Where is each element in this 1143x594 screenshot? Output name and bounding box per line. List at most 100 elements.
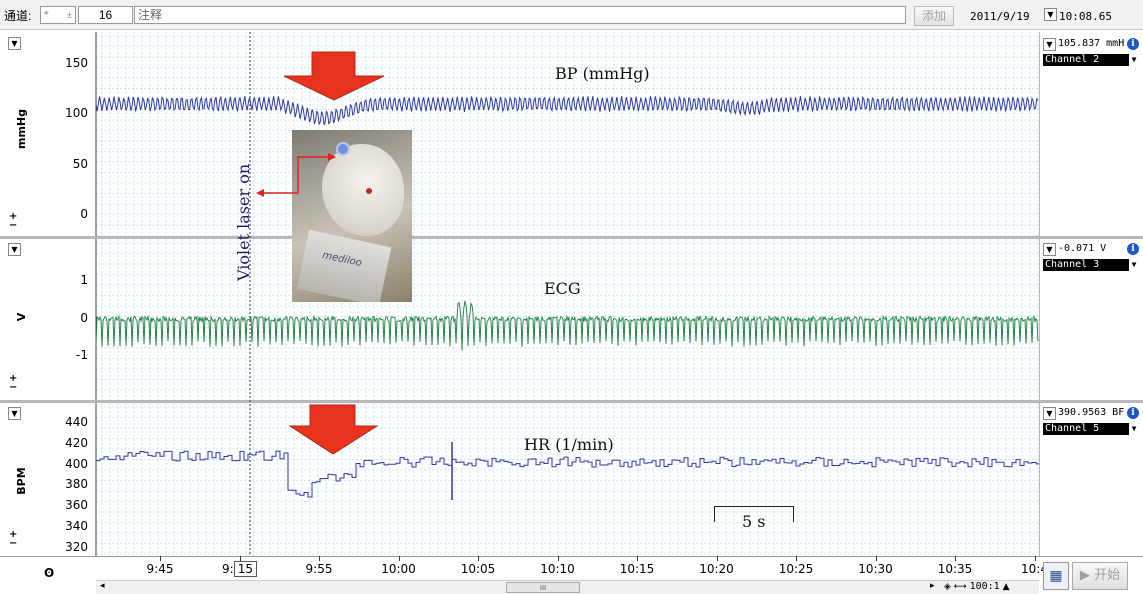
time-tick-mark xyxy=(398,556,400,561)
hr-menu-icon[interactable]: ▼ xyxy=(8,407,21,420)
channel-selector[interactable]: * ± xyxy=(40,6,76,24)
time-tick-label: 10:25 xyxy=(778,562,814,576)
hr-info-icon[interactable]: i xyxy=(1127,407,1139,419)
hr-readout-dropdown-icon[interactable]: ▼ xyxy=(1043,407,1056,420)
hr-tick: 340 xyxy=(65,519,88,533)
time-tick-label: 10:10 xyxy=(540,562,575,576)
time-tick-mark xyxy=(557,556,559,561)
spin-icon[interactable]: ± xyxy=(67,10,72,20)
bp-menu-icon[interactable]: ▼ xyxy=(8,37,21,50)
ecg-readout: -0.071 V xyxy=(1058,243,1107,254)
hr-channel-select[interactable]: Channel 5 ▼ xyxy=(1043,423,1139,435)
scroll-left-icon[interactable]: ◂ xyxy=(100,581,105,591)
hr-trace xyxy=(96,450,1040,498)
zoom-up-icon[interactable]: ▲ xyxy=(1002,582,1010,592)
time-dropdown-icon[interactable]: ▼ xyxy=(1044,8,1057,21)
play-icon: ▶ xyxy=(1079,568,1090,583)
axis-column xyxy=(0,32,96,578)
hr-channel-name: Channel 5 xyxy=(1045,423,1100,434)
plot-area[interactable] xyxy=(95,32,1040,556)
scale-bar xyxy=(714,506,794,522)
time-tick-mark xyxy=(319,556,320,561)
bp-tick: 0 xyxy=(80,207,88,221)
time-tick-mark xyxy=(955,556,956,561)
scale-bar-label: 5 s xyxy=(742,512,766,531)
ecg-readout-dropdown-icon[interactable]: ▼ xyxy=(1043,243,1056,256)
zoom-controls: ◈ ⟷ 100:1 ▲ xyxy=(944,581,1009,592)
add-button[interactable]: 添加 xyxy=(914,6,954,26)
bp-tick: 100 xyxy=(65,106,88,120)
ecg-info-icon[interactable]: i xyxy=(1127,243,1139,255)
bp-readout: 105.837 mmH xyxy=(1058,38,1124,49)
time-tick-mark xyxy=(637,556,638,561)
time-tick-label: 10:20 xyxy=(699,562,734,576)
arrow-down-icon xyxy=(288,404,379,455)
start-label: 开始 xyxy=(1094,568,1121,583)
bp-channel-select[interactable]: Channel 2 ▼ xyxy=(1043,54,1139,66)
time-tick-mark xyxy=(478,556,479,561)
ecg-tick: 0 xyxy=(80,311,88,325)
ecg-tick: -1 xyxy=(76,348,88,362)
channel-count-field[interactable]: 16 xyxy=(78,6,133,24)
time-tick-label: 9:45 xyxy=(146,562,174,576)
time-tick-mark xyxy=(160,556,161,561)
time-tick-label: 10:35 xyxy=(937,562,973,576)
panel-background xyxy=(96,403,1039,556)
bp-info-icon[interactable]: i xyxy=(1127,38,1139,50)
annotation-input[interactable]: 注释 xyxy=(134,6,906,24)
time-tick-mark xyxy=(1034,556,1036,561)
arrow-down-icon xyxy=(283,51,385,101)
pointer-line xyxy=(262,156,330,194)
ecg-menu-icon[interactable]: ▼ xyxy=(8,243,21,256)
time-tick-label: 10:15 xyxy=(619,562,655,576)
bp-trace-label: BP (mmHg) xyxy=(555,64,650,83)
panel-divider-1[interactable] xyxy=(0,236,1143,239)
hr-tick: 320 xyxy=(65,540,88,554)
laser-probe xyxy=(336,142,350,156)
ecg-zoom-icon[interactable]: + − xyxy=(9,373,18,393)
bp-trace xyxy=(95,95,1039,126)
ecg-tick: 1 xyxy=(80,273,88,287)
chevron-down-icon: ▼ xyxy=(1129,423,1139,435)
time-tick-label: 9: 15 xyxy=(218,561,262,577)
time-tick-mark xyxy=(239,556,241,561)
scroll-right-icon[interactable]: ▸ xyxy=(930,581,935,591)
panel-background xyxy=(96,32,1039,236)
time-tick-mark xyxy=(875,556,877,561)
rat-eye xyxy=(366,188,372,194)
ecg-trace-label: ECG xyxy=(544,279,581,298)
marker-icon[interactable]: ʘ xyxy=(44,566,55,580)
horizontal-scrollbar[interactable]: ◂ III ▸ xyxy=(96,580,1039,594)
scroll-thumb[interactable]: III xyxy=(506,582,580,593)
time-tick-mark xyxy=(796,556,797,561)
hr-zoom-icon[interactable]: + − xyxy=(9,529,18,549)
bp-tick: 150 xyxy=(65,56,88,70)
bp-zoom-icon[interactable]: + − xyxy=(9,211,18,231)
hr-tick: 360 xyxy=(65,498,88,512)
hr-tick: 420 xyxy=(65,436,88,450)
ecg-channel-name: Channel 3 xyxy=(1045,259,1100,270)
monitor-icon[interactable]: ▦ xyxy=(1043,562,1069,590)
hr-readout: 390.9563 BF xyxy=(1058,407,1124,418)
channel-label: 通道: xyxy=(4,9,32,23)
rat-head xyxy=(322,144,404,236)
ecg-channel-select[interactable]: Channel 3 ▼ xyxy=(1043,259,1139,271)
bp-readout-dropdown-icon[interactable]: ▼ xyxy=(1043,38,1056,51)
chevron-down-icon: ▼ xyxy=(1129,259,1139,271)
start-button[interactable]: ▶ 开始 xyxy=(1072,562,1128,590)
time-tick-mark xyxy=(716,556,718,561)
channel-selector-value: * xyxy=(44,8,49,22)
time-tick-label: 10:00 xyxy=(381,562,416,576)
panel-divider-2[interactable] xyxy=(0,400,1143,403)
hr-tick: 400 xyxy=(65,457,88,471)
compress-icon[interactable]: ⟷ xyxy=(953,582,967,592)
pointer-arrowhead-icon xyxy=(256,189,264,197)
pointer-arrowhead-icon xyxy=(328,153,336,161)
time-tick-label: 10:05 xyxy=(460,562,496,576)
fit-icon[interactable]: ◈ xyxy=(944,582,951,592)
bp-readout-panel xyxy=(1039,32,1143,236)
zoom-level[interactable]: 100:1 xyxy=(969,581,1000,592)
bp-tick: 50 xyxy=(72,157,88,171)
cursor-time-box[interactable]: 15 xyxy=(233,561,257,577)
